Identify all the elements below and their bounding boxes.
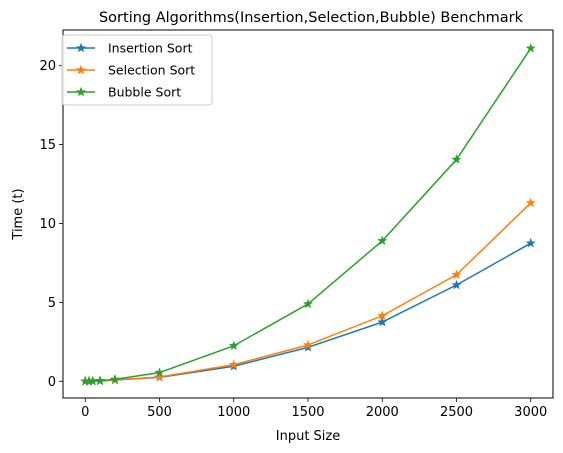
x-tick-label: 3000 [514, 405, 547, 420]
legend: Insertion Sort Selection Sort Bubble Sort [61, 34, 213, 106]
legend-label-selection-sort: Selection Sort [108, 63, 195, 78]
x-tick-label: 2500 [440, 405, 473, 420]
data-point-bubble-sort-3 [95, 375, 106, 385]
y-tick-label: 5 [48, 296, 56, 311]
y-tick-label: 15 [39, 138, 56, 153]
data-point-bubble-sort-2 [87, 375, 98, 386]
axis-ticks: 0 500 1000 1500 2000 2500 3000 0 5 10 15 20 [39, 59, 547, 420]
x-tick-label: 500 [147, 405, 172, 420]
data-point-bubble-sort-10 [525, 43, 536, 53]
data-point-bubble-sort-7 [303, 298, 313, 309]
data-point-selection-sort-9 [451, 269, 462, 280]
x-tick-label: 2000 [366, 405, 399, 420]
data-point-selection-sort-6 [228, 359, 239, 369]
data-point-bubble-sort-5 [154, 367, 165, 377]
data-point-bubble-sort-4 [109, 374, 120, 384]
data-point-insertion-sort-10 [525, 237, 536, 248]
legend-marker-insertion-sort [76, 42, 86, 53]
y-tick-label: 20 [39, 59, 56, 74]
data-point-selection-sort-10 [525, 197, 536, 208]
y-axis-label: Time (t) [11, 188, 26, 240]
data-point-insertion-sort-9 [451, 279, 462, 290]
legend-label-bubble-sort: Bubble Sort [108, 85, 181, 100]
legend-box [61, 34, 213, 106]
plot-area [80, 43, 536, 386]
data-point-bubble-sort-6 [228, 340, 239, 351]
series-bubble-sort [80, 43, 536, 386]
y-tick-label: 10 [39, 217, 56, 232]
y-tick-label: 0 [48, 375, 56, 390]
data-point-bubble-sort-8 [377, 235, 388, 246]
chart-title: Sorting Algorithms(Insertion,Selection,B… [99, 10, 524, 26]
data-point-selection-sort-7 [303, 339, 313, 350]
x-tick-label: 0 [81, 405, 89, 420]
x-axis-label: Input Size [276, 429, 340, 444]
legend-marker-bubble-sort [76, 86, 86, 97]
x-tick-label: 1000 [217, 405, 250, 420]
data-point-bubble-sort-9 [451, 154, 462, 164]
legend-label-insertion-sort: Insertion Sort [108, 41, 193, 56]
legend-marker-selection-sort [76, 64, 86, 75]
data-point-selection-sort-8 [377, 310, 388, 321]
data-point-selection-sort-5 [154, 371, 165, 382]
x-tick-label: 1500 [291, 405, 324, 420]
data-point-insertion-sort-8 [377, 316, 388, 327]
